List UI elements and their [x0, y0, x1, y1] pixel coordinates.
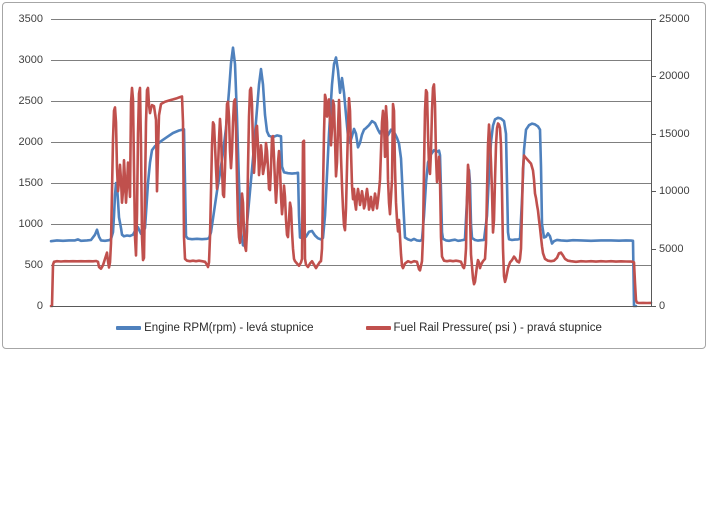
legend: Engine RPM(rpm) - levá stupnice Fuel Rai…	[3, 322, 712, 334]
rpm-series-label: Engine RPM(rpm) - levá stupnice	[144, 322, 314, 334]
right-axis-tick-label: 15000	[659, 127, 690, 140]
left-axis-tick-label: 2000	[18, 136, 43, 148]
legend-item-engine-rpm[interactable]: Engine RPM(rpm) - levá stupnice	[116, 322, 314, 334]
fuel-series-label: Fuel Rail Pressure( psi ) - pravá stupni…	[393, 322, 602, 334]
left-axis-tick-label: 3500	[18, 13, 43, 25]
right-axis-tick-label: 10000	[659, 185, 690, 198]
legend-item-fuel-rail-pressure[interactable]: Fuel Rail Pressure( psi ) - pravá stupni…	[365, 322, 602, 334]
left-axis-tick-label: 3000	[18, 54, 43, 66]
right-axis-tick-label: 25000	[659, 13, 690, 25]
left-axis-tick-label: 500	[24, 259, 43, 271]
fuel-series-swatch-icon	[365, 326, 391, 330]
series-line-fuel-rail-pressure[interactable]	[49, 83, 653, 308]
right-axis-tick-label: 0	[659, 300, 666, 312]
right-axis-tick-label: 20000	[659, 70, 690, 83]
right-axis-tick-label: 5000	[659, 242, 684, 255]
series-line-engine-rpm[interactable]	[49, 46, 638, 308]
left-axis-tick-label: 2500	[18, 95, 43, 107]
plot-area[interactable]	[49, 19, 656, 311]
left-axis-tick-label: 1000	[18, 218, 43, 230]
rpm-series-swatch-icon	[116, 326, 142, 330]
left-axis-tick-label: 1500	[18, 177, 43, 189]
left-axis-tick-label: 0	[36, 300, 43, 312]
chart-frame[interactable]: 3500 3000 2500 2000 1500 1000 500 0 25000 20000 1…	[2, 2, 706, 349]
